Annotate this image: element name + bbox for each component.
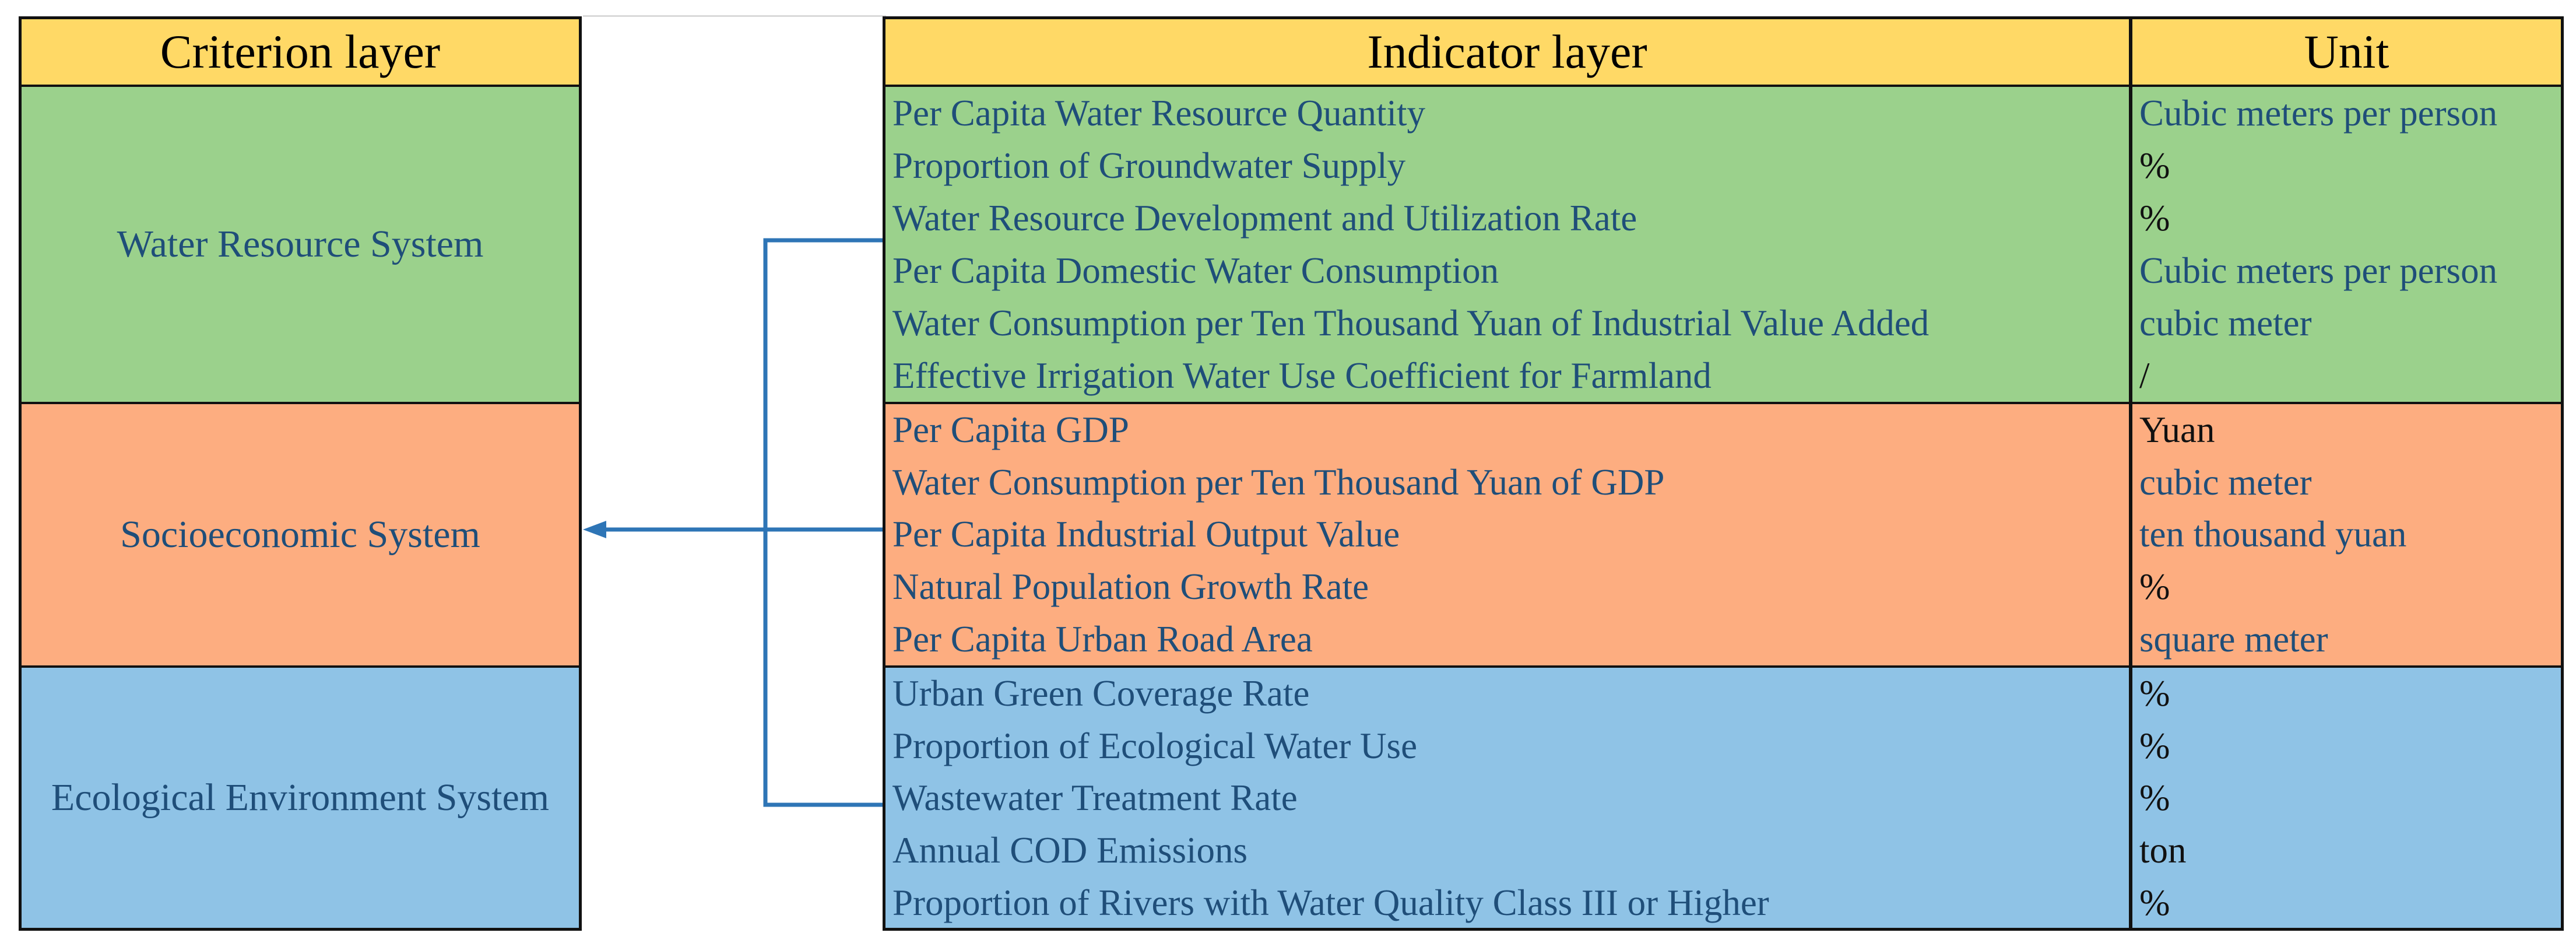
unit-cell: cubic meter [2139, 302, 2312, 343]
ecological-environment-group: Urban Green Coverage Rate Proportion of … [885, 668, 2561, 928]
indicator-header-row: Indicator layer Unit [885, 19, 2561, 85]
unit-cell: ton [2139, 830, 2187, 871]
indicator-cell: Water Consumption per Ten Thousand Yuan … [892, 302, 1930, 343]
indicator-cell: Annual COD Emissions [892, 830, 1248, 871]
top-divider-line [583, 15, 886, 17]
arrow-head-icon [583, 521, 606, 538]
indicator-cell: Urban Green Coverage Rate [892, 673, 1310, 714]
unit-cell: / [2139, 355, 2150, 396]
indicator-header: Indicator layer [885, 19, 2129, 85]
indicator-cell: Per Capita Water Resource Quantity [892, 92, 1425, 134]
unit-cell: % [2139, 566, 2170, 608]
indicator-column: Per Capita GDP Water Consumption per Ten… [885, 404, 2129, 665]
indicator-column: Per Capita Water Resource Quantity Propo… [885, 87, 2129, 402]
indicator-cell: Water Resource Development and Utilizati… [892, 197, 1637, 239]
unit-cell: % [2139, 145, 2170, 186]
unit-cell: square meter [2139, 618, 2328, 660]
indicator-table: Indicator layer Unit Per Capita Water Re… [883, 16, 2564, 931]
criterion-socioeconomic: Socioeconomic System [22, 404, 579, 665]
socioeconomic-group: Per Capita GDP Water Consumption per Ten… [885, 404, 2561, 665]
indicator-cell: Effective Irrigation Water Use Coefficie… [892, 355, 1712, 396]
indicator-cell: Wastewater Treatment Rate [892, 777, 1298, 819]
indicator-cell: Natural Population Growth Rate [892, 566, 1369, 608]
unit-cell: % [2139, 197, 2170, 239]
indicator-cell: Per Capita Urban Road Area [892, 618, 1313, 660]
criterion-ecological-environment: Ecological Environment System [22, 668, 579, 928]
unit-cell: % [2139, 882, 2170, 923]
unit-cell: ten thousand yuan [2139, 514, 2407, 555]
criterion-water-resource: Water Resource System [22, 87, 579, 402]
indicator-column: Urban Green Coverage Rate Proportion of … [885, 668, 2129, 928]
unit-cell: Cubic meters per person [2139, 250, 2498, 291]
unit-column: % % % ton % [2132, 668, 2561, 928]
indicator-cell: Per Capita GDP [892, 409, 1129, 451]
unit-header: Unit [2132, 19, 2561, 85]
indicator-cell: Proportion of Rivers with Water Quality … [892, 882, 1769, 923]
unit-cell: Cubic meters per person [2139, 92, 2498, 134]
unit-column: Cubic meters per person % % Cubic meters… [2132, 87, 2561, 402]
unit-cell: % [2139, 725, 2170, 766]
indicator-cell: Proportion of Ecological Water Use [892, 725, 1418, 766]
unit-cell: Yuan [2139, 409, 2215, 451]
unit-column: Yuan cubic meter ten thousand yuan % squ… [2132, 404, 2561, 665]
criterion-header: Criterion layer [22, 19, 579, 85]
water-resource-group: Per Capita Water Resource Quantity Propo… [885, 87, 2561, 402]
criterion-table: Criterion layer Water Resource System So… [19, 16, 582, 931]
indicator-cell: Per Capita Domestic Water Consumption [892, 250, 1499, 291]
indicator-cell: Per Capita Industrial Output Value [892, 514, 1400, 555]
unit-cell: % [2139, 673, 2170, 714]
unit-cell: cubic meter [2139, 461, 2312, 503]
indicator-cell: Proportion of Groundwater Supply [892, 145, 1406, 186]
indicator-cell: Water Consumption per Ten Thousand Yuan … [892, 461, 1665, 503]
unit-cell: % [2139, 777, 2170, 819]
connector-water-line [763, 238, 883, 807]
